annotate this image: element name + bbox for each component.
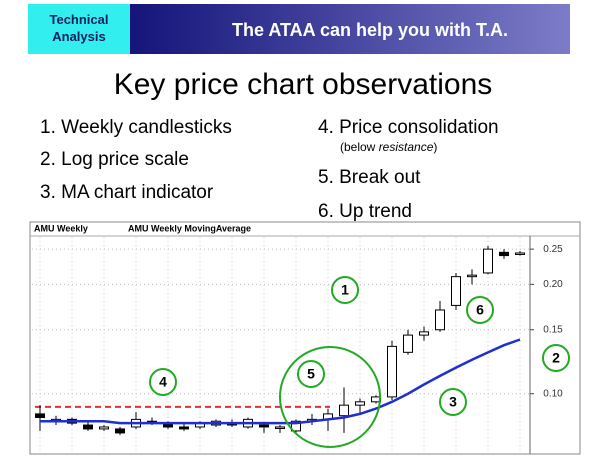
list-item: 1. Weekly candlesticks bbox=[40, 117, 232, 138]
note-part: (below bbox=[340, 140, 379, 154]
candle-body bbox=[115, 428, 125, 434]
list-note: (below resistance) bbox=[340, 140, 437, 154]
y-tick-label: 0.10 bbox=[543, 388, 563, 399]
callout-number: 1 bbox=[341, 282, 349, 298]
callout-circle bbox=[439, 388, 467, 416]
candle-body bbox=[499, 251, 509, 257]
callout-circle bbox=[149, 368, 177, 396]
candle-body bbox=[99, 426, 109, 430]
candle-body bbox=[35, 413, 45, 419]
list-item: 4. Price consolidation bbox=[318, 117, 499, 138]
candle-body bbox=[403, 334, 413, 353]
callout-number: 4 bbox=[159, 374, 167, 390]
callout-number: 6 bbox=[476, 302, 484, 318]
callout-circle bbox=[466, 296, 494, 324]
candle-body bbox=[339, 404, 349, 417]
candle-body bbox=[83, 424, 93, 430]
list-item: 6. Up trend bbox=[318, 201, 412, 222]
list-item: 5. Break out bbox=[318, 167, 421, 188]
candle-body bbox=[275, 426, 285, 429]
candle-body bbox=[419, 331, 429, 336]
badge bbox=[28, 4, 130, 54]
callout-number: 3 bbox=[449, 394, 457, 410]
candle-body bbox=[515, 252, 525, 255]
badge-text: Technical Analysis bbox=[49, 12, 108, 44]
ma-line bbox=[40, 338, 521, 425]
callout-number: 5 bbox=[307, 366, 315, 382]
note-part: ) bbox=[433, 140, 437, 154]
y-tick-label: 0.25 bbox=[543, 244, 563, 255]
chart-frame bbox=[29, 221, 581, 455]
breakout-ring bbox=[279, 346, 381, 448]
banner-text: The ATAA can help you with T.A. bbox=[232, 20, 508, 40]
candle-body bbox=[179, 426, 189, 430]
callout-circle bbox=[542, 344, 570, 372]
y-tick-label: 0.20 bbox=[543, 279, 563, 290]
callout-circle bbox=[331, 276, 359, 304]
candle-body bbox=[451, 276, 461, 306]
candle-body bbox=[355, 401, 365, 406]
callout-circle bbox=[297, 360, 325, 388]
slide-title: Key price chart observations bbox=[114, 68, 493, 101]
chart-label: AMU Weekly bbox=[34, 223, 88, 233]
banner bbox=[130, 4, 570, 54]
note-part: resistance bbox=[379, 140, 434, 154]
y-tick-label: 0.15 bbox=[543, 324, 563, 335]
candle-body bbox=[259, 424, 269, 428]
candle-body bbox=[291, 420, 301, 432]
callout-number: 2 bbox=[552, 350, 560, 366]
candle-body bbox=[483, 248, 493, 274]
candle-body bbox=[387, 345, 397, 398]
callouts: 1 2 3 4 5 6 bbox=[149, 276, 570, 448]
candle-body bbox=[467, 274, 477, 278]
chart-label: AMU Weekly MovingAverage bbox=[128, 223, 251, 233]
candle-body bbox=[435, 309, 445, 331]
list-item: 3. MA chart indicator bbox=[40, 182, 214, 203]
list-item: 2. Log price scale bbox=[40, 149, 189, 170]
